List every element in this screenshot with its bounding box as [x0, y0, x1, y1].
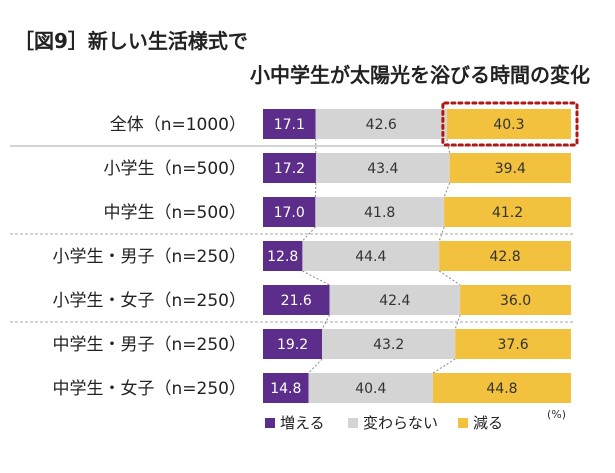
legend-label: 減る — [473, 414, 503, 432]
connector-line — [314, 182, 317, 198]
data-label: 36.0 — [500, 293, 531, 309]
category-label: 小学生・男子（n=250） — [53, 247, 246, 267]
data-label: 19.2 — [277, 337, 308, 353]
data-label: 44.4 — [355, 249, 386, 265]
bar-segment-1 — [263, 329, 323, 359]
bar-segment-2 — [315, 109, 447, 139]
connector-line — [443, 182, 451, 198]
data-label: 42.8 — [490, 249, 521, 265]
connector-line — [302, 270, 330, 286]
bar-segment-3 — [449, 153, 571, 183]
bar-segment-3 — [446, 109, 571, 139]
unit-label: (%) — [547, 408, 566, 421]
legend-swatch — [458, 418, 468, 428]
data-label: 37.6 — [498, 337, 529, 353]
category-label: 中学生（n=500） — [104, 203, 246, 223]
category-label: 中学生・男子（n=250） — [53, 335, 246, 355]
legend-swatch — [348, 418, 358, 428]
highlight-outline — [441, 101, 579, 147]
bar-segment-3 — [444, 197, 571, 227]
bar-segment-2 — [308, 373, 434, 403]
data-label: 39.4 — [495, 161, 526, 177]
bar-segment-3 — [439, 241, 571, 271]
data-label: 17.1 — [274, 117, 305, 133]
bar-segment-1 — [263, 197, 316, 227]
bar-segment-3 — [455, 329, 571, 359]
category-label: 小学生・女子（n=250） — [53, 291, 246, 311]
bar-segment-2 — [322, 329, 456, 359]
data-label: 12.8 — [267, 249, 298, 265]
legend-label: 変わらない — [363, 414, 438, 432]
connector-line — [454, 314, 461, 330]
data-label: 43.4 — [367, 161, 398, 177]
connector-line — [321, 314, 330, 330]
data-label: 21.6 — [281, 293, 312, 309]
data-label: 17.0 — [274, 205, 305, 221]
connector-line — [432, 358, 456, 374]
bar-segment-2 — [315, 153, 450, 183]
connector-line — [438, 226, 445, 242]
data-label: 42.4 — [379, 293, 410, 309]
bar-segment-1 — [263, 285, 330, 315]
bar-segment-1 — [263, 241, 303, 271]
data-label: 17.2 — [274, 161, 305, 177]
highlight-box — [441, 101, 579, 147]
data-label: 14.8 — [270, 381, 301, 397]
category-labels: 全体（n=1000） 小学生（n=500） 中学生（n=500） 小学生・男子（n=2… — [53, 115, 246, 399]
bar-segment-1 — [263, 153, 316, 183]
category-label: 全体（n=1000） — [110, 115, 246, 135]
data-label: 40.4 — [355, 381, 386, 397]
legend-swatch — [265, 418, 275, 428]
bar-segment-2 — [302, 241, 440, 271]
data-label: 44.8 — [486, 381, 517, 397]
bars: 17.1 42.6 40.3 17.2 43.4 39.4 17.0 41.8 41.2 12.8… — [263, 109, 571, 403]
connector-line — [302, 226, 316, 242]
bar-segment-1 — [263, 373, 309, 403]
category-label: 中学生・女子（n=250） — [53, 379, 246, 399]
bar-segment-3 — [460, 285, 571, 315]
connector-line — [308, 358, 323, 374]
data-label: 41.2 — [492, 205, 523, 221]
bar-segment-2 — [329, 285, 461, 315]
data-label: 42.6 — [366, 117, 397, 133]
data-label: 41.8 — [364, 205, 395, 221]
connector-line — [438, 270, 461, 286]
bar-segment-3 — [433, 373, 571, 403]
chart-title-line1: ［図9］新しい生活様式で — [14, 29, 248, 53]
bar-segment-2 — [315, 197, 445, 227]
data-label: 40.3 — [493, 117, 524, 133]
category-label: 小学生（n=500） — [104, 159, 246, 179]
chart-title-line2: 小中学生が太陽光を浴びる時間の変化 — [250, 63, 590, 87]
legend: 増える 変わらない 減る — [265, 414, 503, 432]
bar-segment-1 — [263, 109, 316, 139]
legend-label: 増える — [280, 414, 325, 432]
data-label: 43.2 — [373, 337, 404, 353]
bar-connectors — [302, 138, 461, 374]
